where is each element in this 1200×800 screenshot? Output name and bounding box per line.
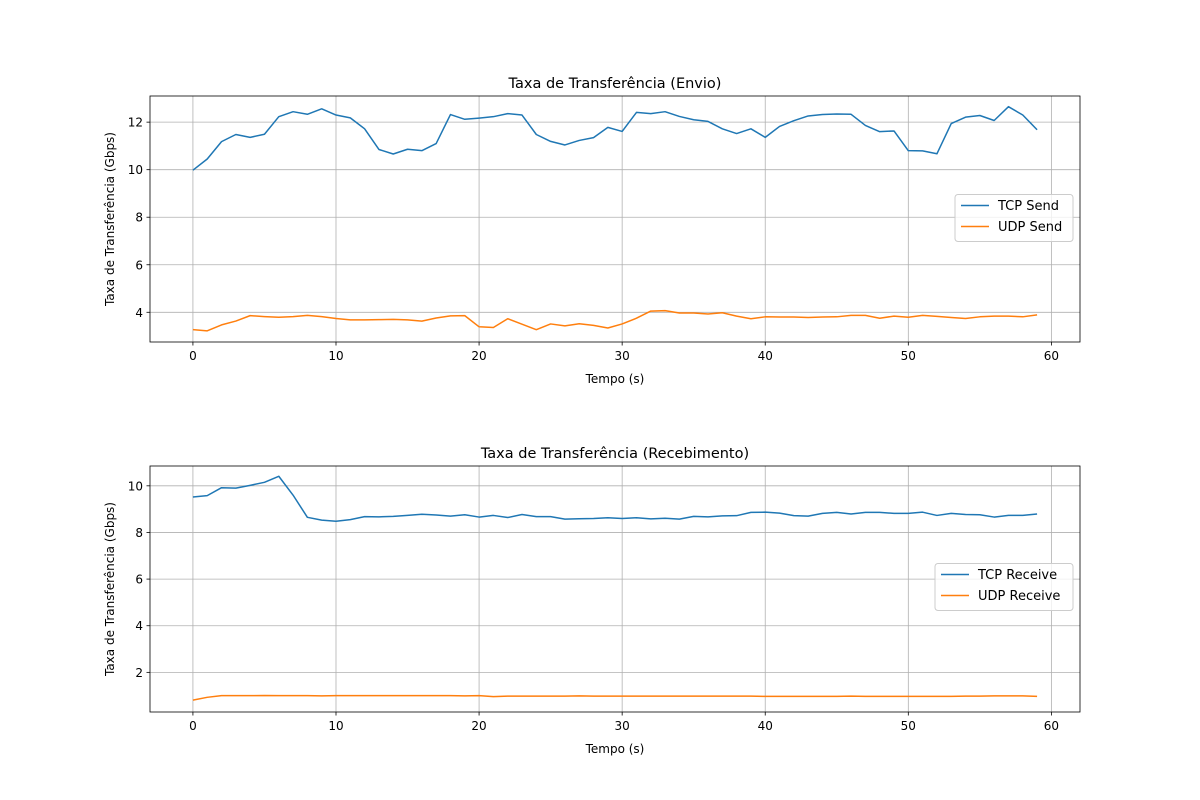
y-tick-label: 8 (135, 526, 143, 540)
x-tick-label: 20 (471, 719, 486, 733)
y-tick-label: 8 (135, 211, 143, 225)
legend-label: TCP Receive (977, 568, 1057, 583)
x-axis-label: Tempo (s) (585, 372, 645, 386)
x-tick-label: 40 (758, 719, 773, 733)
x-axis-label: Tempo (s) (585, 742, 645, 756)
y-tick-label: 2 (135, 666, 143, 680)
y-axis-label: Taxa de Transferência (Gbps) (103, 132, 117, 307)
y-axis-label: Taxa de Transferência (Gbps) (103, 502, 117, 677)
chart-title: Taxa de Transferência (Recebimento) (480, 446, 749, 462)
series-udp-receive-line (192, 694, 1038, 701)
x-tick-label: 30 (615, 349, 630, 363)
x-tick-label: 20 (471, 349, 486, 363)
x-tick-label: 50 (901, 719, 916, 733)
legend-label: UDP Send (998, 220, 1062, 235)
y-tick-label: 6 (135, 258, 143, 272)
x-tick-label: 40 (758, 349, 773, 363)
y-tick-label: 10 (128, 163, 143, 177)
legend-label: TCP Send (997, 199, 1059, 214)
legend: TCP Send UDP Send (954, 194, 1074, 242)
x-tick-label: 60 (1044, 349, 1059, 363)
axes-frame (149, 95, 1081, 343)
legend-label: UDP Receive (978, 589, 1060, 604)
chart-title: Taxa de Transferência (Envio) (508, 76, 722, 92)
y-tick-label: 4 (135, 619, 143, 633)
series-tcp-receive-line (192, 475, 1038, 523)
y-tick-label: 4 (135, 306, 143, 320)
y-tick-label: 12 (128, 116, 143, 130)
series-tcp-send-line (192, 105, 1038, 171)
x-tick-label: 10 (328, 719, 343, 733)
x-tick-label: 0 (189, 349, 197, 363)
chart-2: 0 10 20 30 40 50 60 2 4 6 8 10 Taxa de Transferência… (103, 446, 1081, 756)
legend: TCP Receive UDP Receive (934, 563, 1074, 611)
x-tick-label: 50 (901, 349, 916, 363)
y-tick-label: 10 (128, 479, 143, 493)
x-tick-label: 10 (328, 349, 343, 363)
chart-1: 0 10 20 30 40 50 60 4 6 8 10 12 Taxa de Transferênci… (103, 76, 1081, 386)
y-tick-label: 6 (135, 573, 143, 587)
series-udp-send-line (192, 309, 1038, 332)
x-tick-label: 0 (189, 719, 197, 733)
axes-frame (149, 465, 1081, 713)
x-tick-label: 60 (1044, 719, 1059, 733)
x-tick-label: 30 (615, 719, 630, 733)
legend-box (934, 563, 1074, 611)
